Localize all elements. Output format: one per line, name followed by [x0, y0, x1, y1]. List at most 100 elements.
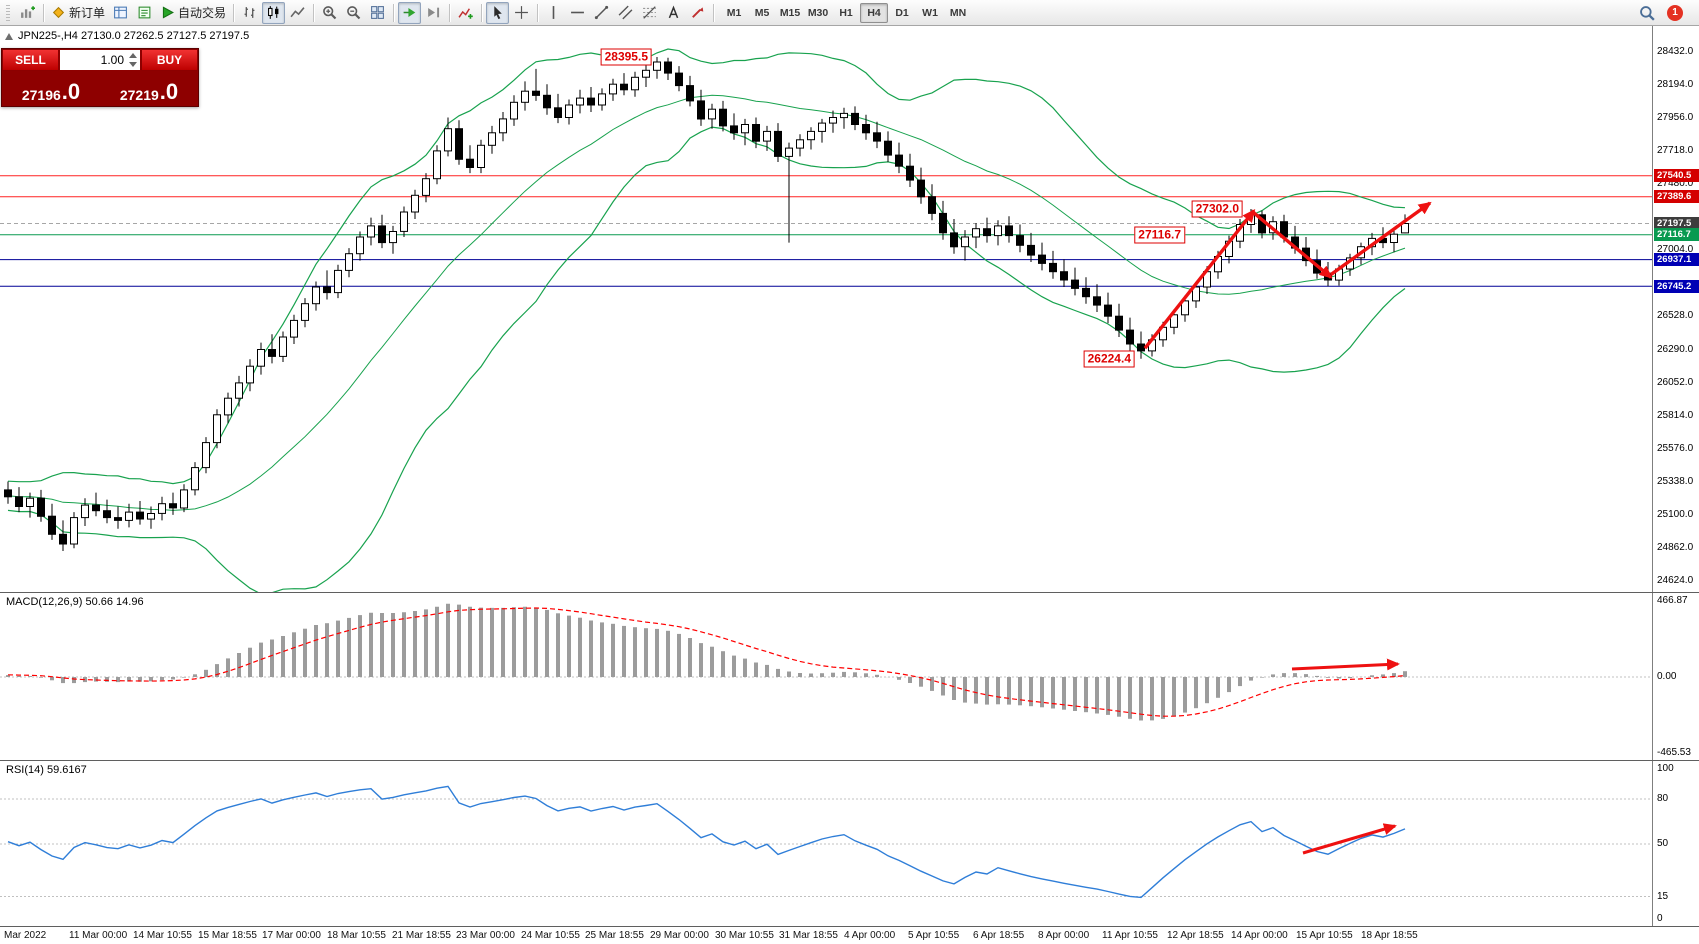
toolbar-grip[interactable]	[6, 4, 10, 21]
main-chart-panel[interactable]: JPN225-,H4 27130.0 27262.5 27127.5 27197…	[0, 26, 1699, 592]
chart-symbol-info: JPN225-,H4 27130.0 27262.5 27127.5 27197…	[5, 30, 249, 42]
bid-int: 27196	[21, 87, 61, 103]
timeframe-d1-button[interactable]: D1	[888, 3, 916, 23]
bar-chart-button[interactable]	[238, 2, 261, 24]
rsi-axis-label: 100	[1657, 763, 1674, 774]
price-axis-label: 25576.0	[1657, 443, 1694, 454]
volume-decrease-button[interactable]	[128, 62, 137, 67]
zoom-out-button[interactable]	[342, 2, 365, 24]
new-order-label: 新订单	[69, 6, 106, 20]
equidistant-channel-button[interactable]	[614, 2, 637, 24]
indicators-button[interactable]	[454, 2, 477, 24]
arrows-tool-button[interactable]	[686, 2, 709, 24]
bar-chart-icon	[242, 5, 257, 20]
volume-spinner	[127, 52, 138, 68]
price-callout: 26224.4	[1083, 350, 1135, 368]
trendline-icon	[594, 5, 609, 20]
auto-trading-button[interactable]: 自动交易	[157, 2, 229, 24]
rsi-label: RSI(14) 59.6167	[6, 764, 87, 776]
macd-canvas[interactable]	[0, 593, 1699, 760]
time-axis-label: 21 Mar 18:55	[392, 930, 451, 941]
price-axis-label: 27004.0	[1657, 244, 1694, 255]
time-axis-label: 14 Apr 00:00	[1231, 930, 1288, 941]
volume-value[interactable]: 1.00	[100, 53, 124, 67]
timeframe-h1-button[interactable]: H1	[832, 3, 860, 23]
volume-increase-button[interactable]	[128, 53, 137, 58]
buy-button[interactable]: BUY	[141, 49, 198, 71]
price-chart-canvas[interactable]	[0, 26, 1699, 592]
one-click-trading-panel: SELL 1.00 BUY 27196 .0 27219.0	[1, 48, 199, 107]
tile-windows-button[interactable]	[366, 2, 389, 24]
notification-badge[interactable]: 1	[1667, 4, 1683, 21]
chart-shift-button[interactable]	[422, 2, 445, 24]
macd-axis-label: -465.53	[1657, 747, 1691, 758]
time-axis-label: Mar 2022	[4, 930, 47, 941]
text-tool-button[interactable]	[662, 2, 685, 24]
price-axis-label: 28194.0	[1657, 79, 1694, 90]
timeframe-m30-button[interactable]: M30	[804, 3, 832, 23]
market-watch-button[interactable]	[109, 2, 132, 24]
price-callout: 27116.7	[1134, 226, 1185, 244]
auto-trading-icon	[160, 5, 175, 20]
time-axis-label: 30 Mar 10:55	[715, 930, 774, 941]
price-callout: 27302.0	[1191, 200, 1243, 218]
toolbar-buttons: 新订单 自动交易	[16, 1, 717, 24]
price-axis-label: 24624.0	[1657, 575, 1694, 586]
timeframe-m1-button[interactable]: M1	[720, 3, 748, 23]
time-axis-label: 8 Apr 00:00	[1038, 930, 1090, 941]
timeframe-h4-button[interactable]: H4	[860, 2, 889, 23]
ask-frac: .0	[159, 79, 179, 105]
vertical-line-icon	[546, 5, 561, 20]
price-axis-label: 24862.0	[1657, 542, 1694, 553]
trendline-button[interactable]	[590, 2, 613, 24]
zoom-in-button[interactable]	[318, 2, 341, 24]
auto-scroll-button[interactable]	[398, 1, 422, 24]
price-axis[interactable]: 28432.0 28194.0 27956.0 27718.0 27480.0 27004…	[1652, 26, 1699, 592]
timeframe-mn-button[interactable]: MN	[944, 3, 972, 23]
time-axis-label: 25 Mar 18:55	[585, 930, 644, 941]
rsi-canvas[interactable]	[0, 761, 1699, 926]
timeframe-m5-button[interactable]: M5	[748, 3, 776, 23]
candlestick-chart-button[interactable]	[262, 1, 286, 24]
line-chart-icon	[290, 5, 305, 20]
toolbar-separator	[537, 3, 539, 22]
price-callout: 28395.5	[600, 48, 652, 66]
cursor-button[interactable]	[486, 1, 510, 24]
sell-button[interactable]: SELL	[2, 49, 59, 71]
data-window-button[interactable]	[133, 2, 156, 24]
rsi-panel[interactable]: RSI(14) 59.6167 100 80 50 15 0	[0, 760, 1699, 926]
price-axis-label: 26290.0	[1657, 344, 1694, 355]
price-badge: 26937.1	[1654, 253, 1699, 266]
rsi-axis[interactable]: 100 80 50 15 0	[1652, 761, 1699, 926]
toolbar-separator	[313, 3, 315, 22]
fibonacci-button[interactable]	[638, 2, 661, 24]
time-axis-label: 11 Apr 10:55	[1102, 930, 1158, 941]
price-axis-label: 26052.0	[1657, 377, 1694, 388]
rsi-axis-label: 0	[1657, 913, 1663, 924]
time-axis-label: 24 Mar 10:55	[521, 930, 580, 941]
auto-scroll-icon	[402, 5, 417, 20]
price-badge: 27197.5	[1654, 217, 1699, 230]
search-button[interactable]	[1635, 2, 1658, 24]
line-chart-button[interactable]	[286, 2, 309, 24]
time-axis-label: 11 Mar 00:00	[69, 930, 128, 941]
price-axis-label: 25338.0	[1657, 476, 1694, 487]
price-axis-label: 26528.0	[1657, 310, 1694, 321]
new-order-button[interactable]: 新订单	[48, 2, 108, 24]
vertical-line-button[interactable]	[542, 2, 565, 24]
new-chart-button[interactable]	[16, 2, 39, 24]
price-axis-label: 27956.0	[1657, 112, 1694, 123]
new-order-icon	[51, 5, 66, 20]
new-chart-icon	[20, 5, 35, 20]
timeframe-w1-button[interactable]: W1	[916, 3, 944, 23]
horizontal-line-button[interactable]	[566, 2, 589, 24]
time-axis[interactable]: Mar 2022 11 Mar 00:00 14 Mar 10:55 15 Mar 1…	[0, 926, 1699, 944]
macd-panel[interactable]: MACD(12,26,9) 50.66 14.96 466.87 0.00 -465…	[0, 592, 1699, 760]
timeframe-m15-button[interactable]: M15	[776, 3, 804, 23]
arrows-tool-icon	[690, 5, 705, 20]
volume-field[interactable]: 1.00	[60, 50, 140, 70]
ask-price: 27219.0	[100, 71, 198, 106]
crosshair-button[interactable]	[510, 2, 533, 24]
macd-axis[interactable]: 466.87 0.00 -465.53	[1652, 593, 1699, 760]
